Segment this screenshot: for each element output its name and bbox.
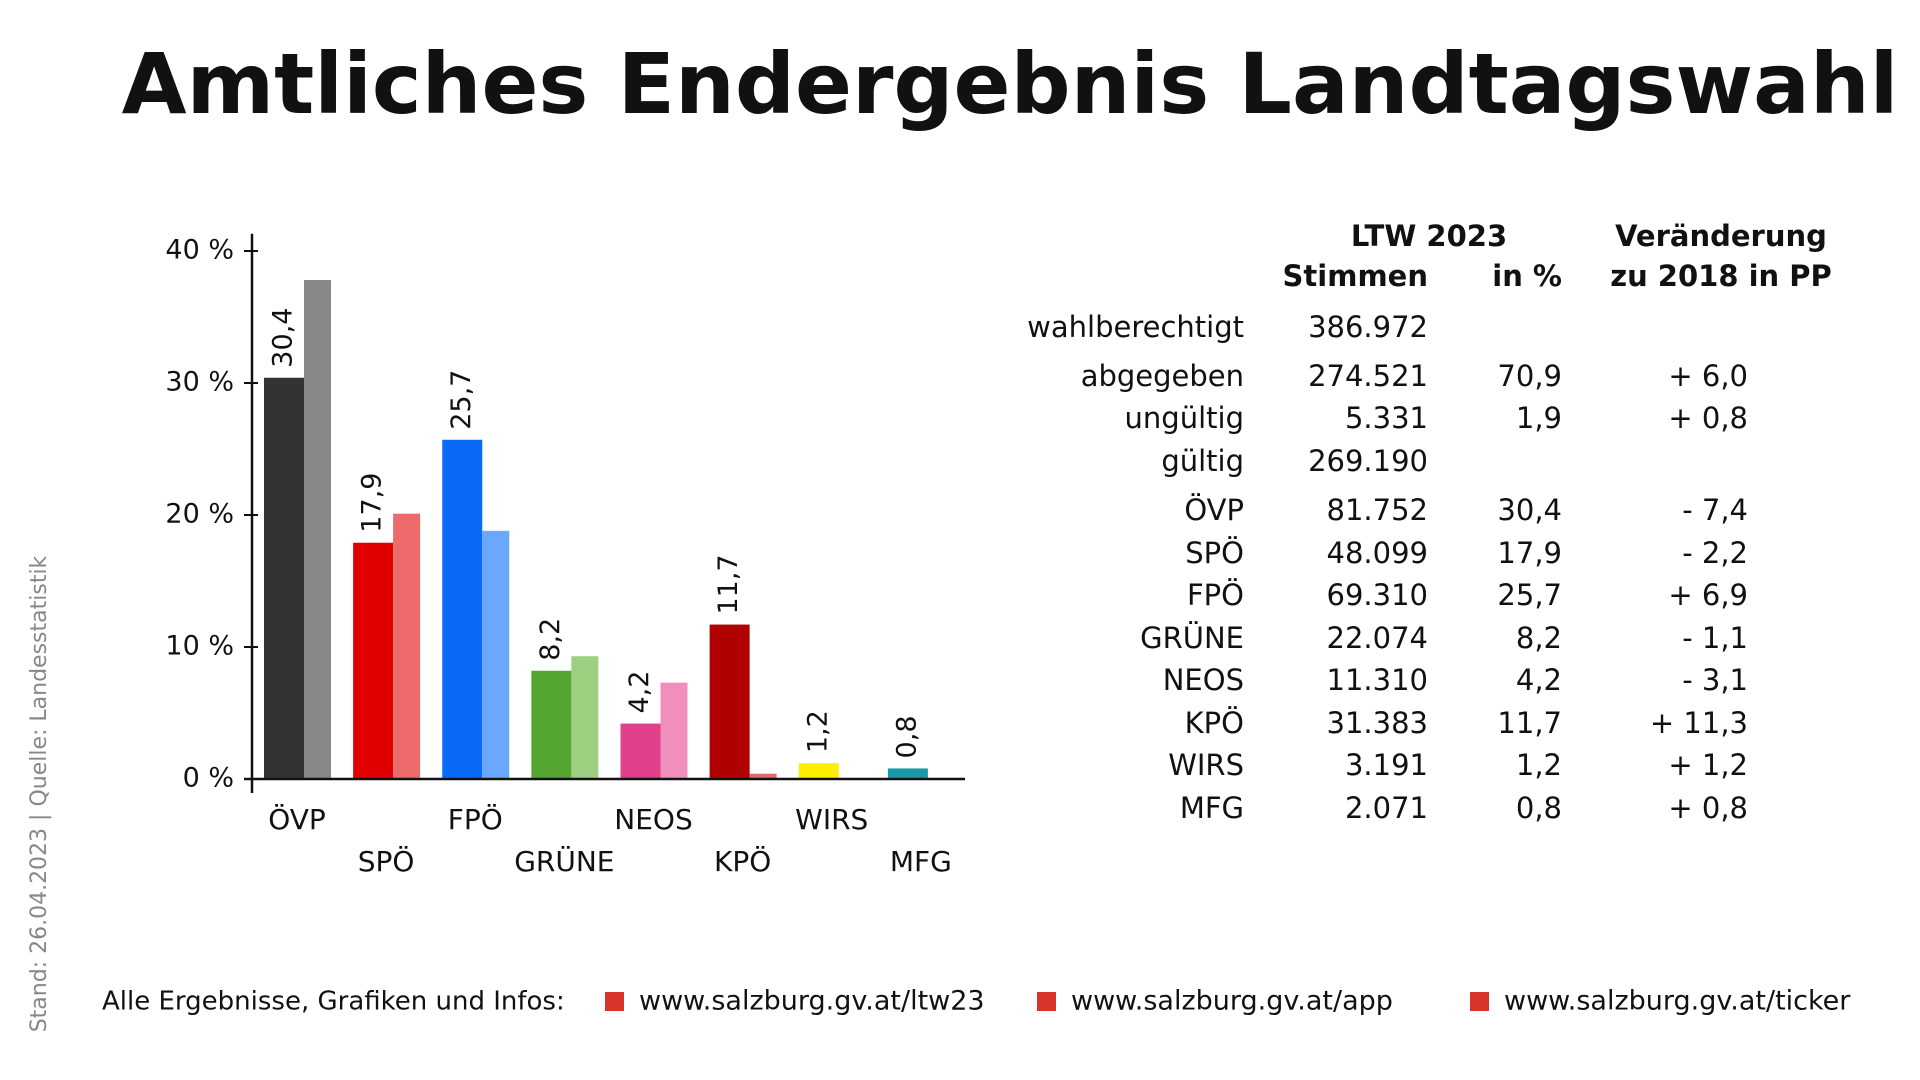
table-cell: 48.099 (1327, 536, 1428, 570)
row-label: ungültig (1125, 401, 1244, 435)
link[interactable]: www.salzburg.gv.at/ltw23 (639, 986, 985, 1017)
table-cell: 22.074 (1327, 621, 1428, 655)
row-label: KPÖ (1185, 706, 1244, 740)
value-label: 1,2 (802, 710, 833, 753)
row-label: FPÖ (1187, 578, 1244, 612)
bar (393, 513, 421, 779)
link-bullet (1470, 992, 1489, 1011)
table-cell: 25,7 (1497, 578, 1562, 612)
table-cell: 11.310 (1327, 663, 1428, 697)
table-header: Stimmen (1283, 259, 1428, 293)
table-cell: - 1,1 (1682, 621, 1748, 655)
y-tick-label: 40 % (165, 235, 234, 266)
bar (264, 377, 304, 779)
row-label: abgegeben (1081, 359, 1244, 393)
bar (620, 723, 661, 779)
y-tick-label: 0 % (183, 763, 234, 794)
table-cell: 269.190 (1308, 444, 1428, 478)
table-cell: 3.191 (1345, 748, 1428, 782)
row-label: NEOS (1163, 663, 1244, 697)
table-cell: 31.383 (1327, 706, 1428, 740)
value-label: 8,2 (535, 618, 566, 661)
bar (304, 280, 331, 779)
value-label: 30,4 (268, 308, 299, 368)
link-bullet (605, 992, 624, 1011)
row-label: WIRS (1168, 748, 1244, 782)
side-note: Stand: 26.04.2023 | Quelle: Landesstatis… (27, 555, 52, 1032)
value-label: 17,9 (357, 473, 388, 533)
table-cell: + 6,0 (1668, 359, 1748, 393)
table-cell: + 6,9 (1668, 578, 1748, 612)
title: Amtliches Endergebnis Landtagswahl (122, 35, 1899, 133)
value-label: 25,7 (446, 370, 477, 430)
x-tick-label: FPÖ (448, 802, 503, 836)
footer-links: www.salzburg.gv.at/ltw23 www.salzburg.gv.… (605, 986, 1851, 1017)
table-cell: + 0,8 (1668, 401, 1748, 435)
footer-label: Alle Ergebnisse, Grafiken und Infos: (102, 987, 565, 1017)
table-header: LTW 2023 (1351, 219, 1507, 253)
value-label: 11,7 (713, 554, 744, 614)
row-label: ÖVP (1184, 493, 1244, 527)
chart: 30,4 ÖVP 17,9 SPÖ 25,7 FPÖ 8,2 GRÜNE 4,2 NEOS 11,7… (165, 233, 965, 878)
table-cell: 1,9 (1516, 401, 1562, 435)
table-cell: 81.752 (1327, 493, 1428, 527)
y-tick-label: 20 % (165, 499, 234, 530)
bar (798, 763, 839, 779)
row-label: SPÖ (1185, 536, 1244, 570)
y-tick-label: 30 % (165, 367, 234, 398)
link[interactable]: www.salzburg.gv.at/ticker (1504, 986, 1851, 1017)
value-label: 0,8 (891, 715, 922, 758)
table-header: Veränderung (1615, 219, 1827, 253)
x-tick-label: WIRS (795, 803, 868, 836)
x-tick-label: NEOS (614, 803, 692, 836)
bar (749, 773, 777, 779)
row-label: wahlberechtigt (1027, 310, 1244, 344)
table-cell: + 11,3 (1650, 706, 1748, 740)
link[interactable]: www.salzburg.gv.at/app (1071, 986, 1393, 1017)
row-label: GRÜNE (1140, 621, 1244, 655)
link-bullet (1037, 992, 1056, 1011)
table-cell: + 0,8 (1668, 791, 1748, 825)
bar (709, 624, 750, 779)
table-cell: 274.521 (1308, 359, 1428, 393)
table-cell: 5.331 (1345, 401, 1428, 435)
bar (353, 542, 394, 779)
bar (571, 656, 599, 779)
table: LTW 2023 Stimmen in % Veränderung zu 2018 in… (1027, 219, 1832, 825)
bar (887, 768, 928, 779)
x-tick-label: GRÜNE (514, 844, 614, 878)
value-label: 4,2 (624, 671, 655, 714)
table-cell: 2.071 (1345, 791, 1428, 825)
table-header: in % (1492, 259, 1562, 293)
table-cell: 69.310 (1327, 578, 1428, 612)
table-cell: 386.972 (1308, 310, 1428, 344)
table-header: zu 2018 in PP (1610, 259, 1832, 293)
table-cell: 1,2 (1516, 748, 1562, 782)
table-cell: - 2,2 (1682, 536, 1748, 570)
table-cell: 8,2 (1516, 621, 1562, 655)
x-tick-label: SPÖ (358, 844, 415, 878)
row-label: MFG (1180, 791, 1244, 825)
row-label: gültig (1161, 444, 1244, 478)
table-cell: + 1,2 (1668, 748, 1748, 782)
table-cell: 4,2 (1516, 663, 1562, 697)
table-cell: - 3,1 (1682, 663, 1748, 697)
bar (482, 530, 510, 779)
table-cell: 17,9 (1497, 536, 1562, 570)
bar (660, 682, 688, 779)
x-tick-label: MFG (890, 845, 952, 878)
table-cell: 11,7 (1497, 706, 1562, 740)
table-cell: 30,4 (1497, 493, 1562, 527)
bar (442, 439, 483, 779)
x-tick-label: ÖVP (268, 802, 326, 836)
y-tick-label: 10 % (165, 631, 234, 662)
table-cell: 70,9 (1497, 359, 1562, 393)
table-cell: - 7,4 (1682, 493, 1748, 527)
table-cell: 0,8 (1516, 791, 1562, 825)
x-tick-label: KPÖ (714, 844, 771, 878)
bar (531, 670, 572, 779)
